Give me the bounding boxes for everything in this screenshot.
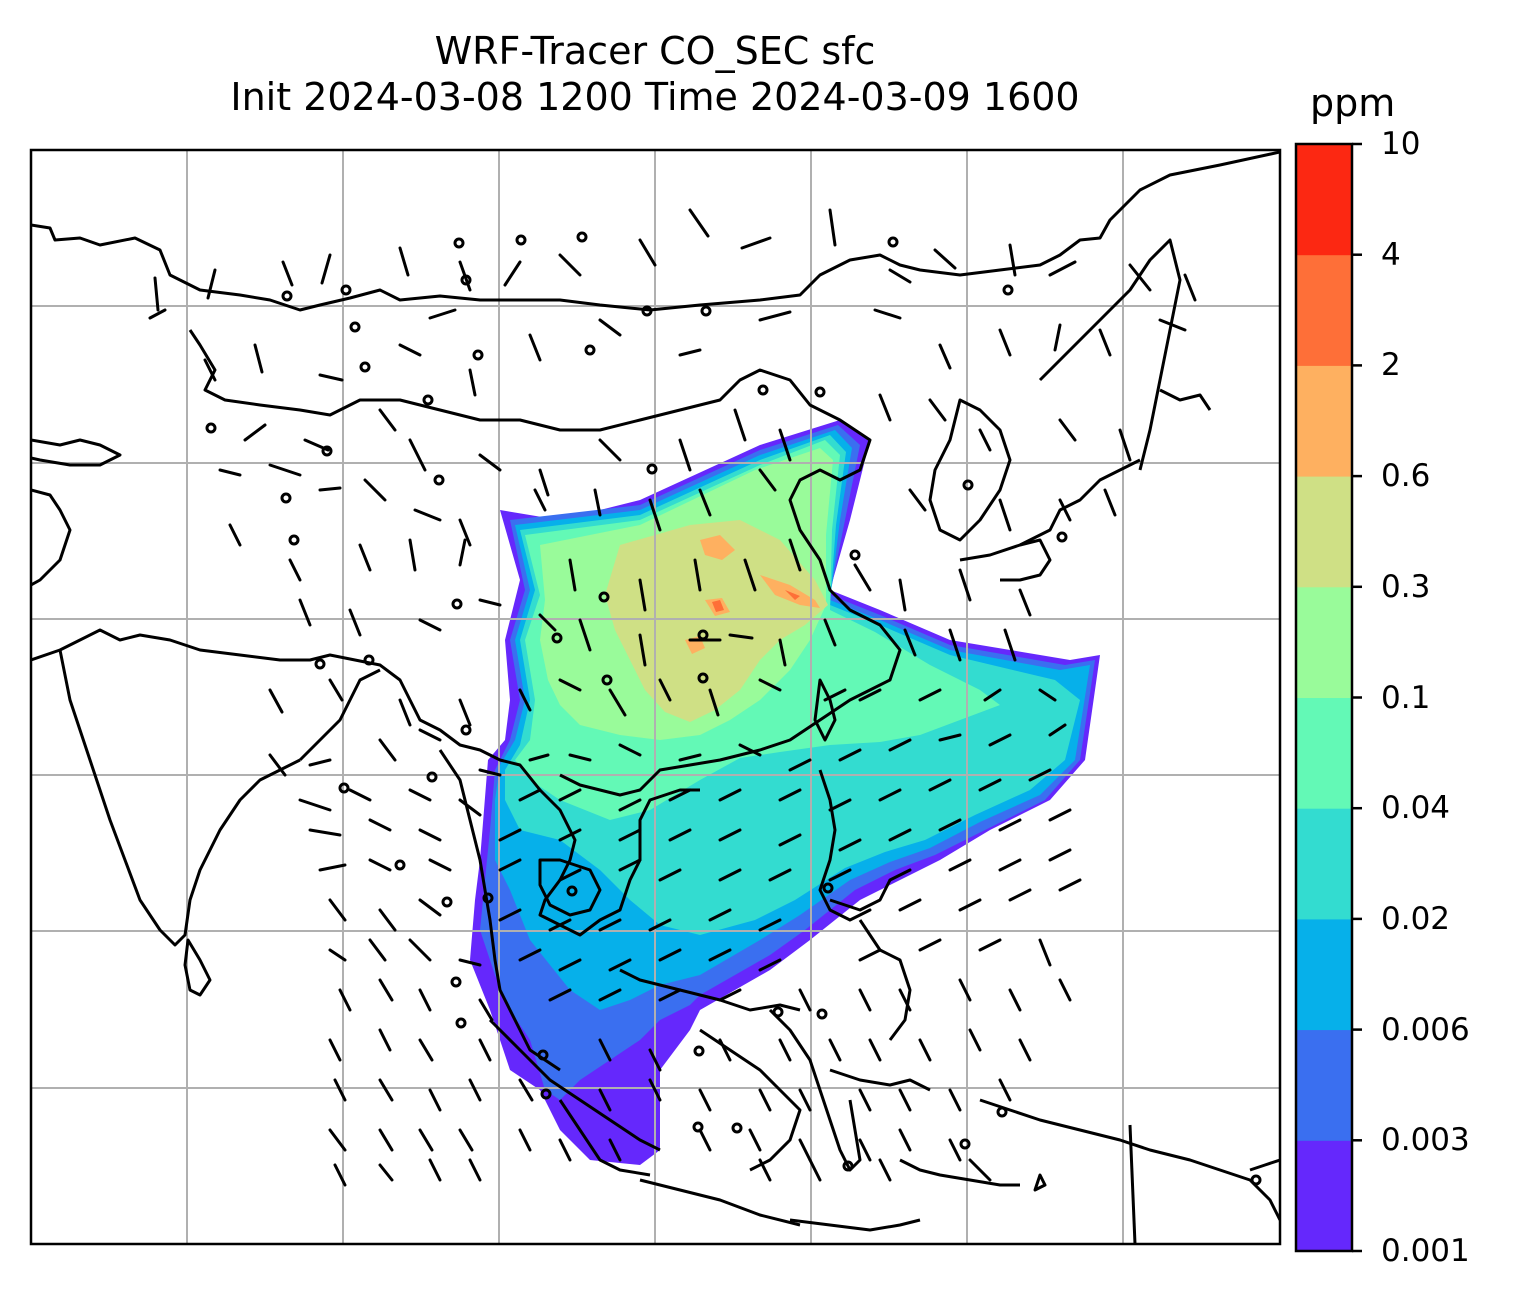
colorbar-tick-label: 10 [1381, 126, 1421, 162]
colorbar-swatch [1296, 1140, 1352, 1252]
colorbar-unit-label: ppm [1310, 81, 1396, 125]
colorbar-swatch [1296, 1029, 1352, 1141]
colorbar-tick-label: 0.6 [1381, 458, 1431, 495]
colorbar [1294, 142, 1362, 1253]
tracer-concentration-field [470, 420, 1100, 1165]
colorbar-tick-label: 4 [1381, 236, 1401, 273]
colorbar-tick-label: 0.04 [1381, 790, 1451, 827]
concentration-band-2 [712, 590, 800, 612]
colorbar-swatch [1296, 918, 1352, 1031]
colorbar-swatch [1296, 697, 1352, 809]
map-frame [29, 148, 1282, 1246]
colorbar-tick-label: 0.02 [1381, 900, 1451, 937]
concentration-band-0.3 [605, 520, 828, 722]
colorbar-tick-label: 0.003 [1381, 1122, 1470, 1159]
colorbar-tick-label: 0.006 [1381, 1011, 1470, 1048]
colorbar-swatches [1296, 144, 1352, 1252]
colorbar-tick-label: 0.1 [1381, 679, 1431, 716]
wind-barbs [148, 208, 1197, 1187]
colorbar-swatch [1296, 365, 1352, 477]
colorbar-swatch [1296, 808, 1352, 920]
map-panel [31, 150, 1280, 1244]
colorbar-swatch [1296, 254, 1352, 366]
colorbar-tick-label: 0.3 [1381, 568, 1431, 605]
colorbar-tick-label: 0.001 [1381, 1233, 1470, 1269]
colorbar-swatch [1296, 476, 1352, 588]
chart-subtitle: Init 2024-03-08 1200 Time 2024-03-09 160… [230, 75, 1080, 119]
chart-title: WRF-Tracer CO_SEC sfc [434, 29, 876, 73]
colorbar-swatch [1296, 586, 1352, 698]
calm-wind-circles [205, 231, 1262, 1186]
colorbar-tick-label: 2 [1381, 347, 1401, 384]
colorbar-tick-marks [1352, 142, 1362, 1253]
colorbar-swatch [1296, 144, 1352, 256]
